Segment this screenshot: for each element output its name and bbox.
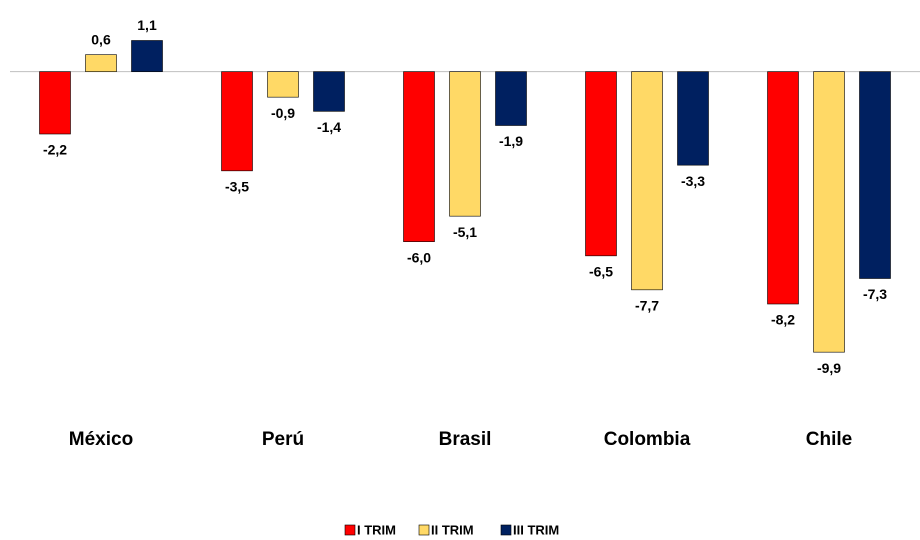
bar — [313, 71, 345, 112]
legend-label: II TRIM — [431, 522, 474, 537]
legend-label: I TRIM — [357, 522, 396, 537]
bar — [221, 71, 253, 172]
legend-label: III TRIM — [513, 522, 559, 537]
bar — [495, 71, 527, 126]
data-label: -7,7 — [635, 298, 659, 314]
data-label: -1,9 — [499, 133, 523, 149]
data-label: -5,1 — [453, 224, 477, 240]
data-label: -0,9 — [271, 105, 295, 121]
legend-swatch — [344, 524, 356, 536]
legend-swatch — [500, 524, 512, 536]
data-label: -3,3 — [681, 173, 705, 189]
bar — [267, 71, 299, 98]
bar — [859, 71, 891, 279]
data-label: -6,5 — [589, 264, 613, 280]
x-tick-label: Colombia — [604, 429, 691, 450]
data-label: -1,4 — [317, 119, 341, 135]
data-label: -2,2 — [43, 142, 67, 158]
data-label: -7,3 — [863, 286, 887, 302]
x-tick-label: Brasil — [439, 429, 492, 450]
x-tick-label: Chile — [806, 429, 852, 450]
data-label: -9,9 — [817, 360, 841, 376]
bar — [585, 71, 617, 257]
legend-swatch — [418, 524, 430, 536]
bar — [403, 71, 435, 242]
x-tick-label: Perú — [262, 429, 304, 450]
bar — [131, 40, 163, 72]
bar — [813, 71, 845, 353]
data-label: 1,1 — [137, 17, 157, 33]
bar — [767, 71, 799, 305]
bar — [39, 71, 71, 135]
bar — [449, 71, 481, 217]
data-label: -8,2 — [771, 312, 795, 328]
data-label: 0,6 — [91, 31, 111, 47]
data-label: -6,0 — [407, 249, 431, 265]
bar — [677, 71, 709, 166]
bar — [85, 54, 117, 72]
x-tick-label: México — [69, 429, 133, 450]
bar — [631, 71, 663, 291]
data-label: -3,5 — [225, 179, 249, 195]
